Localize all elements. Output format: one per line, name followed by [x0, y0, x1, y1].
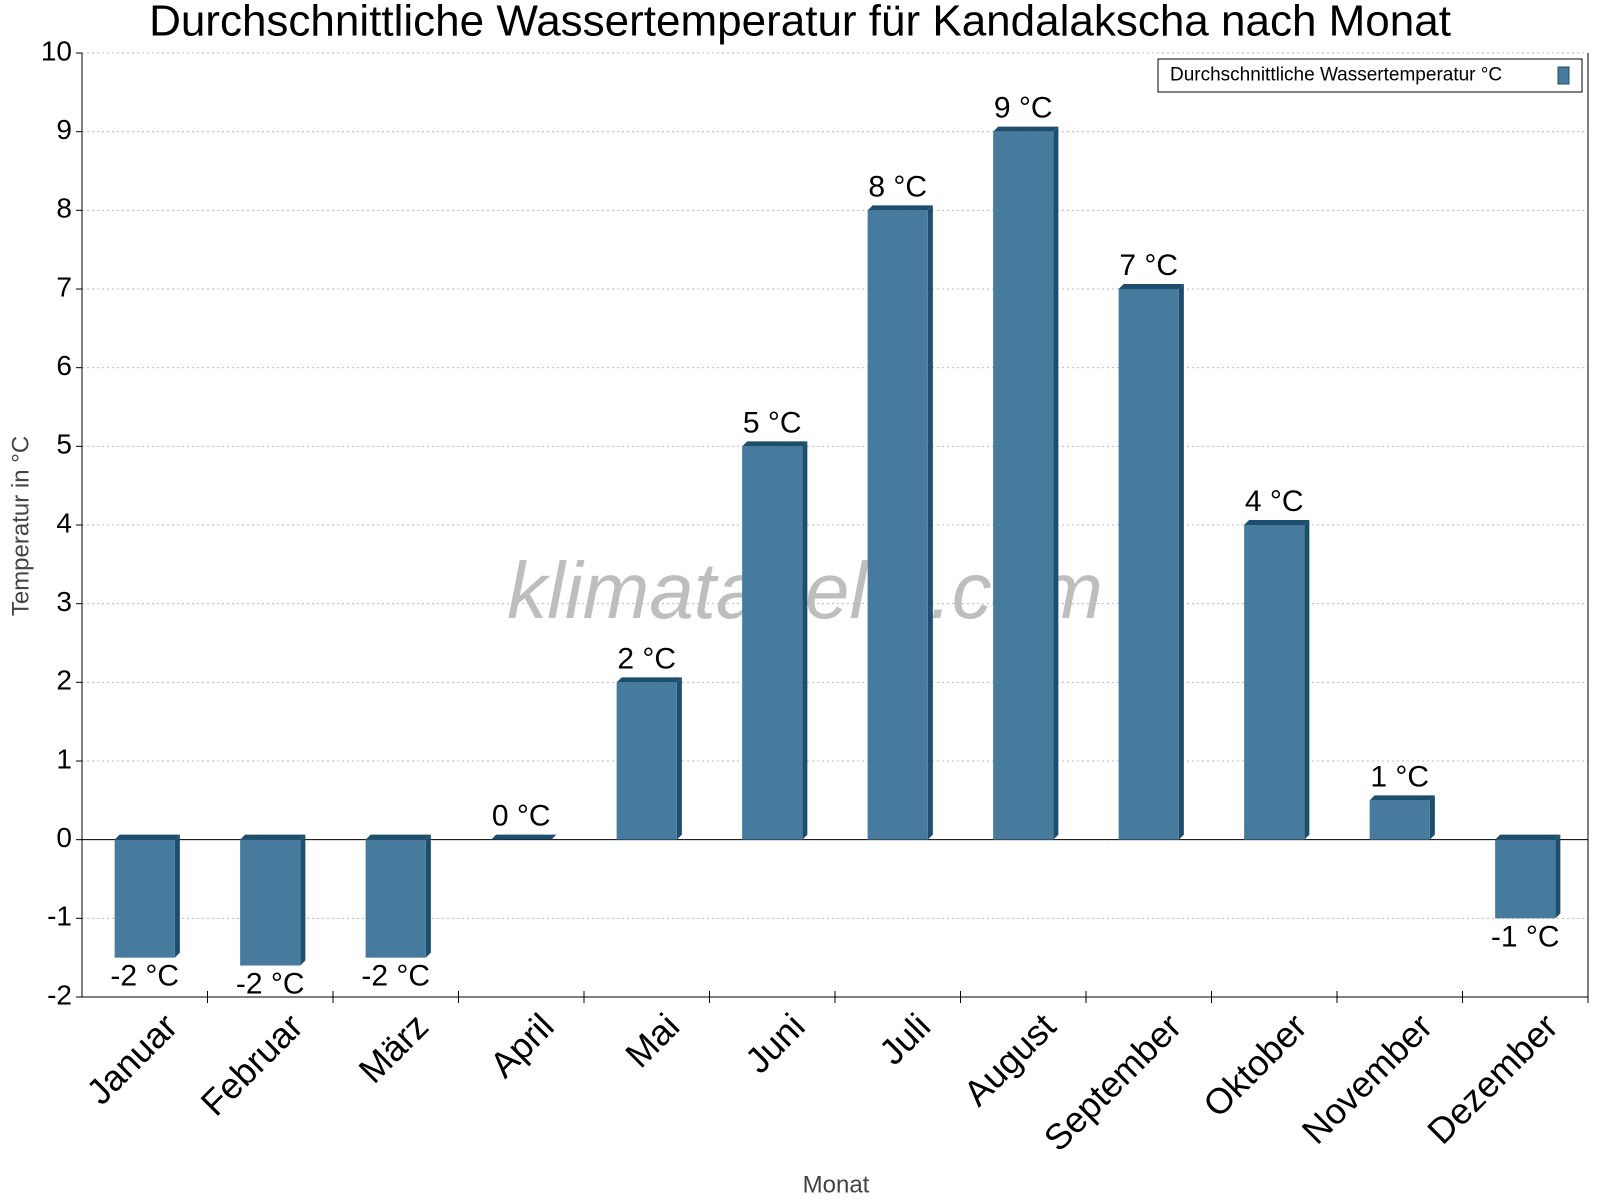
bar-top: [616, 677, 682, 683]
bar: [1495, 839, 1556, 919]
value-label: -2 °C: [236, 967, 305, 1000]
value-label: -2 °C: [361, 960, 430, 993]
value-label: 5 °C: [743, 406, 802, 439]
bar: [1118, 289, 1179, 840]
value-label: 2 °C: [617, 642, 676, 675]
y-tick-label: 7: [56, 271, 72, 302]
x-axis-title: Monat: [803, 1171, 870, 1198]
bar-side: [300, 834, 306, 966]
bar-top: [993, 126, 1059, 132]
legend-label: Durchschnittliche Wassertemperatur °C: [1170, 65, 1502, 86]
bar: [365, 839, 426, 958]
bar-top: [1118, 284, 1184, 289]
bar: [867, 210, 928, 840]
value-label: 9 °C: [994, 92, 1053, 125]
y-tick-label: 1: [56, 743, 72, 774]
bar-top: [867, 205, 933, 211]
bar: [1244, 525, 1305, 840]
legend-swatch: [1557, 66, 1570, 85]
y-tick-label: 4: [56, 507, 72, 538]
value-label: 1 °C: [1370, 760, 1429, 793]
value-label: 8 °C: [868, 170, 927, 203]
value-label: -2 °C: [110, 960, 179, 993]
y-tick-label: 3: [56, 586, 72, 617]
value-label: 4 °C: [1245, 485, 1304, 518]
bar-side: [676, 677, 682, 840]
y-tick-label: 6: [56, 350, 72, 381]
bar-side: [1053, 126, 1059, 840]
y-tick-label: 0: [56, 822, 72, 853]
bar: [616, 682, 677, 840]
bar-top: [1244, 520, 1310, 525]
chart-title: Durchschnittliche Wassertemperatur für K…: [149, 0, 1451, 46]
bar-top: [365, 834, 431, 840]
legend: Durchschnittliche Wassertemperatur °C: [1157, 58, 1583, 93]
bar-side: [1178, 284, 1184, 840]
bar-side: [1555, 834, 1561, 919]
y-tick-label: 5: [56, 429, 72, 460]
bar-side: [174, 834, 180, 958]
bar-top: [240, 834, 306, 840]
bar-side: [1429, 795, 1435, 840]
bar: [1369, 800, 1430, 840]
y-tick-label: 10: [41, 35, 72, 66]
bar-top: [1369, 795, 1435, 801]
y-tick-label: -1: [47, 901, 72, 932]
bar-side: [927, 205, 933, 840]
y-axis-title: Temperatur in °C: [7, 436, 34, 616]
bar-side: [425, 834, 431, 958]
y-tick-label: 2: [56, 665, 72, 696]
legend-box: [1157, 58, 1583, 93]
bar-side: [802, 441, 808, 840]
bar-top: [742, 441, 808, 447]
y-tick-label: -2: [47, 979, 72, 1010]
bar: [240, 839, 301, 966]
y-tick-label: 8: [56, 193, 72, 224]
value-label: 7 °C: [1119, 249, 1178, 282]
bar: [114, 839, 175, 958]
value-label: -1 °C: [1491, 920, 1560, 953]
bar-side: [1304, 520, 1310, 840]
bar-top: [1495, 834, 1561, 840]
bar: [993, 131, 1054, 840]
bar-top: [491, 834, 557, 840]
bar-top: [114, 834, 180, 840]
y-tick-label: 9: [56, 114, 72, 145]
value-label: 0 °C: [492, 800, 551, 833]
bar: [742, 446, 803, 840]
